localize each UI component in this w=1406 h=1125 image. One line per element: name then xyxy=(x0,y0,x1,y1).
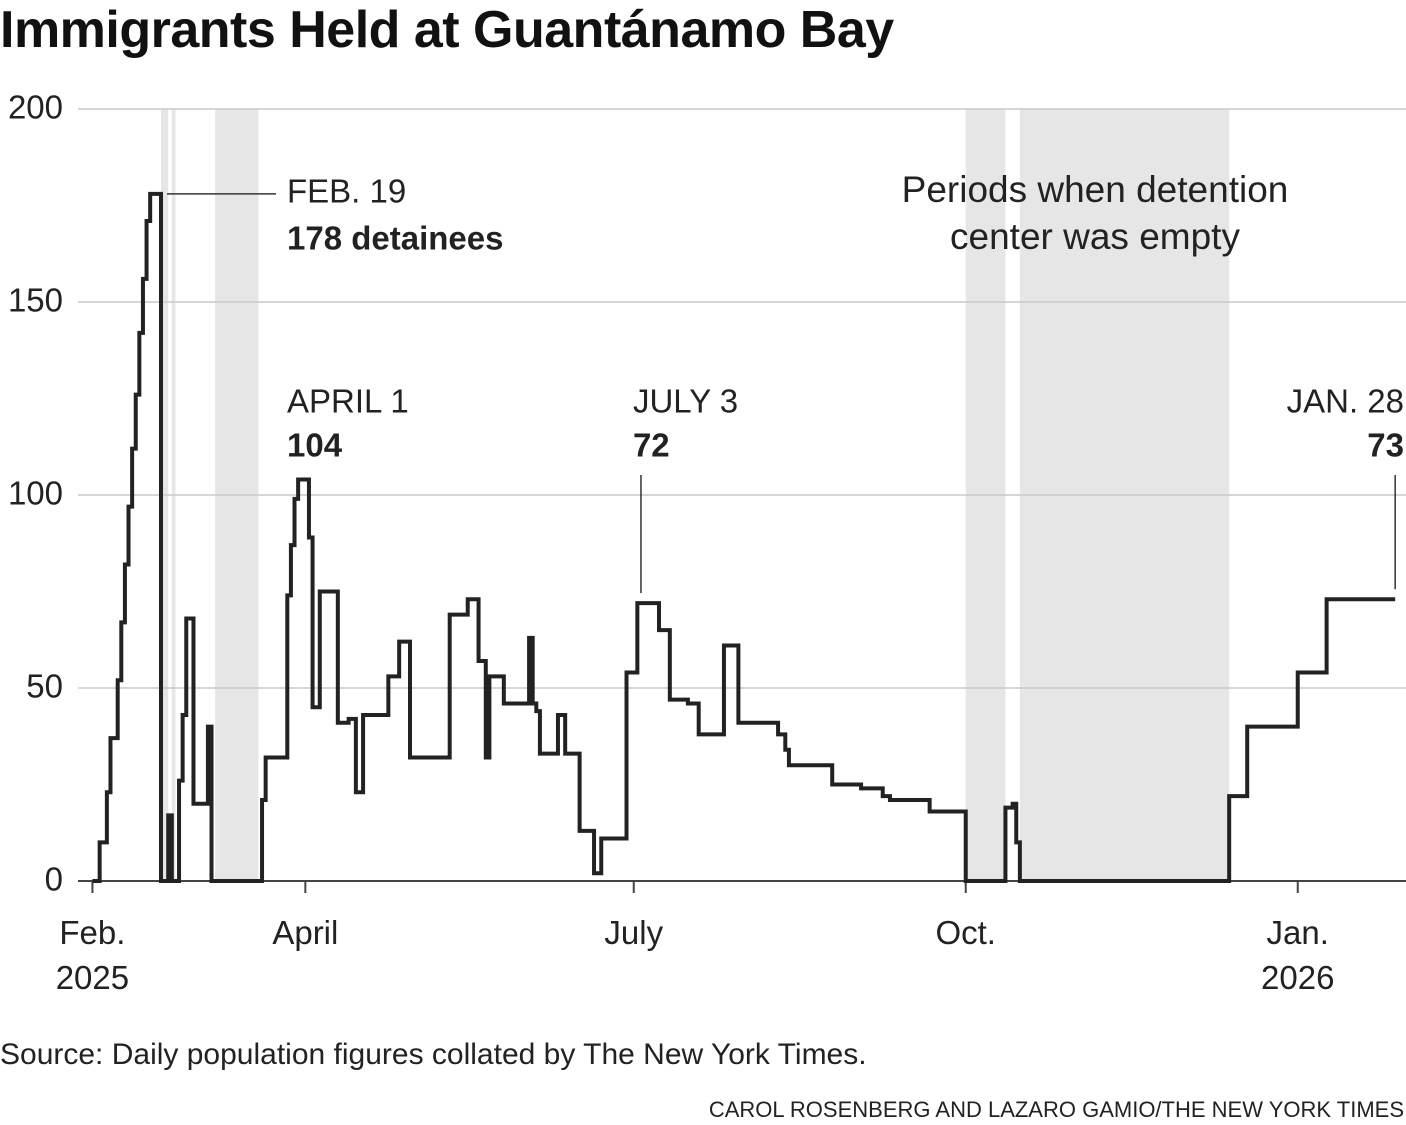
annotation-label: APRIL 1 xyxy=(287,383,409,420)
annotation-value: 73 xyxy=(1367,427,1404,464)
source: Source: Daily population figures collate… xyxy=(0,1038,867,1071)
data-line xyxy=(92,191,1396,883)
chart-title: Immigrants Held at Guantánamo Bay xyxy=(0,1,894,59)
annotation-value: 72 xyxy=(633,427,670,464)
annotation-label: JAN. 28 xyxy=(1287,383,1404,420)
annotation-value: 104 xyxy=(287,427,343,464)
x-tick-label: Jan. 2026 xyxy=(1261,914,1335,996)
y-tick-label: 50 xyxy=(26,668,63,705)
y-tick-label: 150 xyxy=(8,282,63,319)
annotation-label: JULY 3 xyxy=(633,383,738,420)
shaded-label: Periods when detention center was empty xyxy=(901,169,1289,257)
x-tick-label: Feb. 2025 xyxy=(55,914,130,996)
credit: CAROL ROSENBERG AND LAZARO GAMIO/THE NEW… xyxy=(708,1097,1404,1122)
y-tick-label: 0 xyxy=(45,861,63,898)
x-tick-label: July xyxy=(604,914,664,951)
annotation-label: FEB. 19 xyxy=(287,173,406,210)
x-tick-label: April xyxy=(272,914,339,951)
annotation-value: 178 detainees xyxy=(287,220,503,257)
y-tick-label: 100 xyxy=(8,475,63,512)
y-tick-label: 200 xyxy=(8,89,63,126)
x-tick-label: Oct. xyxy=(935,914,996,951)
